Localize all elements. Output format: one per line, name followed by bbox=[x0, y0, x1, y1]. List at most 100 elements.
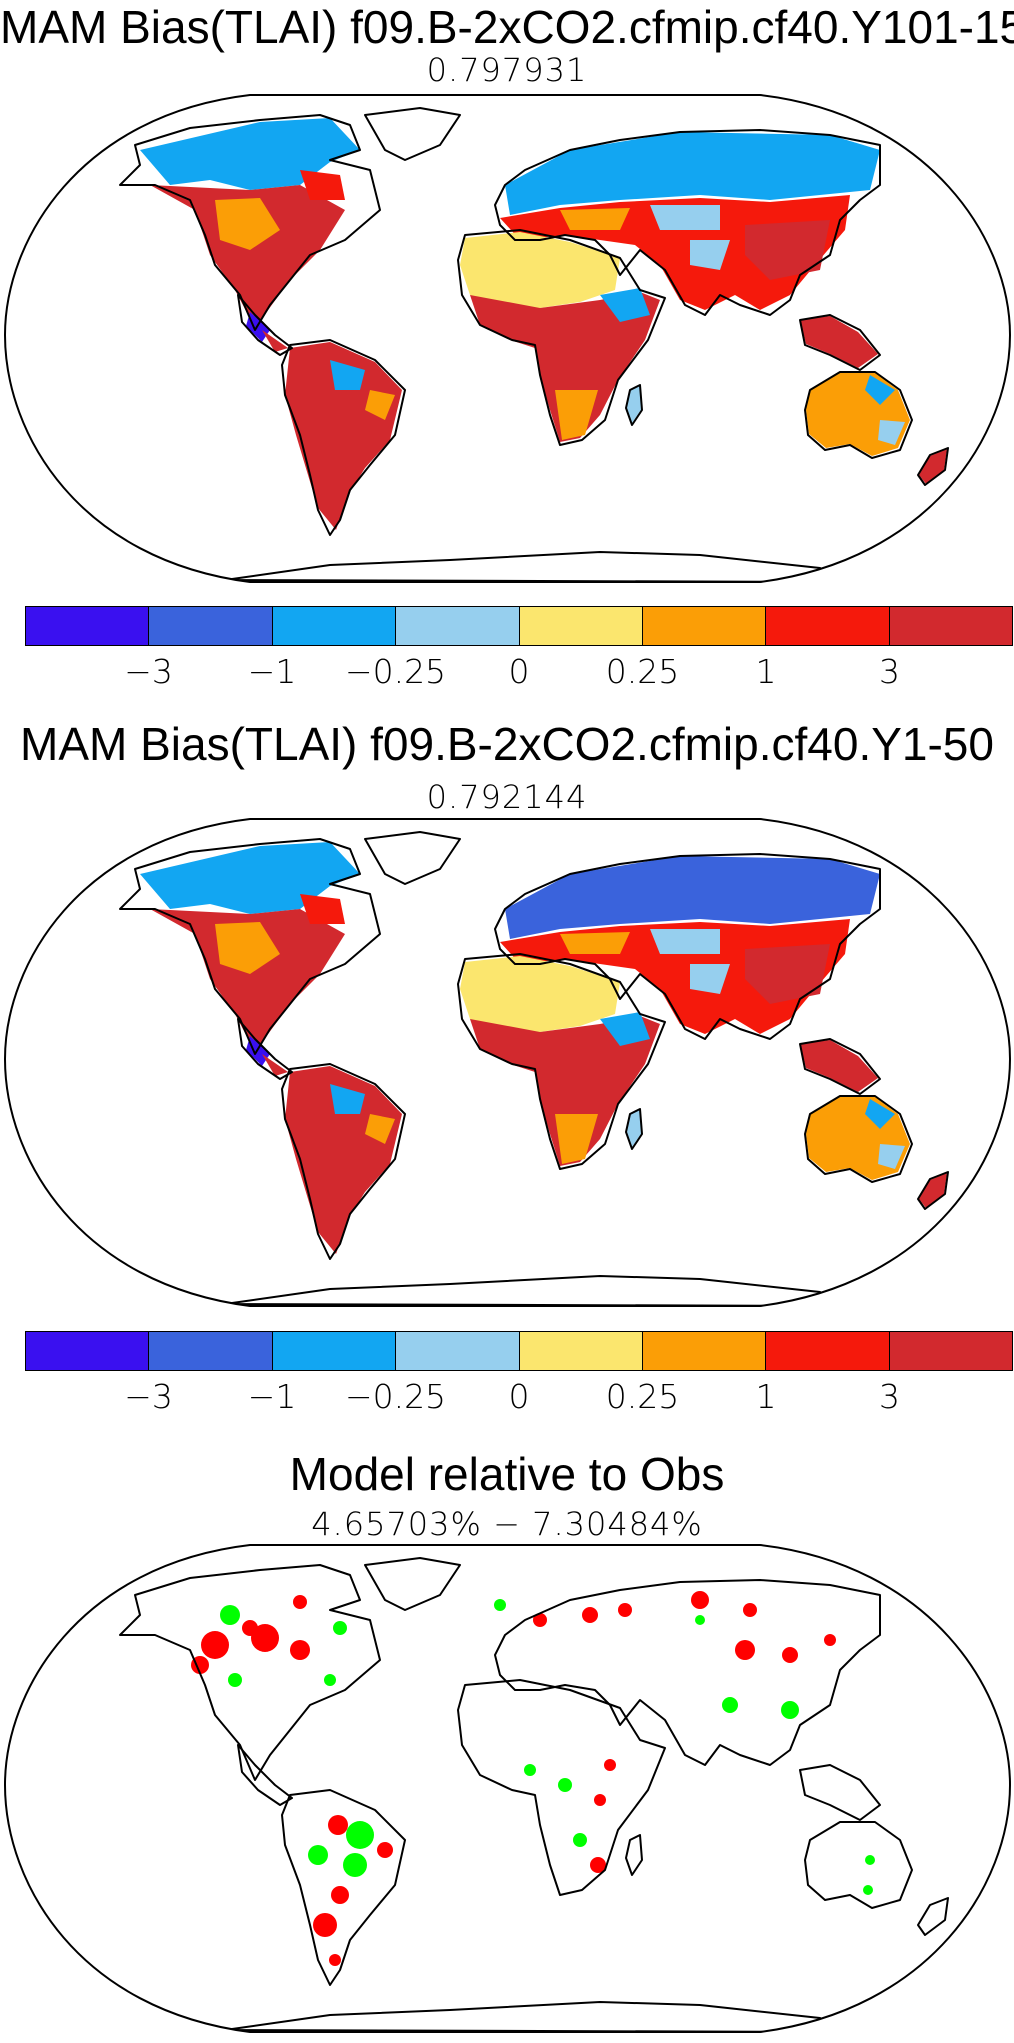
coastline-seAsiaIslands bbox=[799, 1038, 881, 1095]
relative-spot-better bbox=[722, 1697, 738, 1713]
relative-spot-worse bbox=[533, 1613, 547, 1627]
coastline-greenland bbox=[364, 107, 461, 161]
colorbar-tick-label: 3 bbox=[879, 1377, 900, 1416]
panel1-title: MAM Bias(TLAI) f09.B-2xCO2.cfmip.cf40.Y1… bbox=[0, 1, 1014, 53]
coastline-southAmerica bbox=[281, 1789, 406, 1986]
coastline-madagascar bbox=[625, 1108, 643, 1150]
colorbar-swatch bbox=[642, 1332, 767, 1370]
bias-patch-eurasia bbox=[745, 944, 830, 1004]
panel2-title: MAM Bias(TLAI) f09.B-2xCO2.cfmip.cf40.Y1… bbox=[20, 718, 994, 770]
bias-patch-africa bbox=[470, 292, 660, 442]
relative-spot-better bbox=[558, 1778, 572, 1792]
bias-patch-africa bbox=[555, 390, 598, 440]
bias-patch-eurasia bbox=[745, 220, 830, 280]
panel3-map-group bbox=[3, 1544, 1012, 2033]
panel2-colorbar bbox=[25, 1331, 1013, 1371]
panel2-subtitle: 0.792144 bbox=[426, 778, 588, 816]
bias-patch-southAmerica bbox=[285, 342, 402, 530]
panel2-map-group bbox=[3, 818, 1012, 1307]
colorbar-tick-label: 0.25 bbox=[605, 1377, 680, 1416]
bias-patch-southAmerica bbox=[365, 1114, 395, 1144]
colorbar-tick-label: 1 bbox=[755, 1377, 777, 1416]
globe-contents bbox=[119, 831, 949, 1306]
coastline-australia bbox=[804, 1095, 913, 1183]
relative-spot-better bbox=[573, 1833, 587, 1847]
colorbar-tick-label: 0 bbox=[508, 1377, 530, 1416]
colorbar-swatch bbox=[519, 1332, 643, 1370]
colorbar-tick-label: −0.25 bbox=[344, 1377, 447, 1416]
relative-spot-better bbox=[695, 1615, 705, 1625]
coastline-australia bbox=[804, 1821, 913, 1909]
bias-patch-eurasia bbox=[690, 964, 730, 994]
bias-patch-australia bbox=[878, 420, 905, 445]
relative-spot-better bbox=[333, 1621, 347, 1635]
panel3-map bbox=[3, 1544, 1012, 2033]
coastline-newZealand bbox=[917, 1171, 949, 1210]
relative-spot-worse bbox=[313, 1913, 337, 1937]
relative-spot-better bbox=[494, 1599, 506, 1611]
relative-spot-worse bbox=[618, 1603, 632, 1617]
bias-patch-seAsiaIslands bbox=[800, 1040, 878, 1092]
coastline-newZealand bbox=[917, 447, 949, 486]
colorbar-tick-label: −1 bbox=[247, 1377, 297, 1416]
bias-patch-southAmerica bbox=[365, 390, 395, 420]
colorbar-swatch bbox=[766, 607, 890, 645]
relative-spot-worse bbox=[594, 1794, 606, 1806]
coastline-africa bbox=[457, 229, 666, 446]
coastline-greenland bbox=[364, 1557, 461, 1611]
colorbar-swatch bbox=[272, 607, 397, 645]
colorbar-swatch bbox=[642, 607, 767, 645]
bias-patch-australia bbox=[865, 375, 895, 405]
bias-patch-newZealand bbox=[919, 449, 947, 484]
coastline-southAmerica bbox=[281, 339, 406, 536]
coastline-southAmerica bbox=[281, 1063, 406, 1260]
coastline-greenland bbox=[364, 831, 461, 885]
relative-spot-worse bbox=[329, 1954, 341, 1966]
panel1-colorbar-labels: −3 −1 −0.25 0 0.25 1 3 bbox=[25, 652, 1013, 692]
bias-patch-northAmerica bbox=[300, 170, 345, 200]
bias-patch-madagascar bbox=[627, 386, 641, 423]
coastline-northAmerica bbox=[119, 114, 381, 331]
relative-spot-better bbox=[781, 1701, 799, 1719]
panel2-map bbox=[3, 818, 1012, 1307]
colorbar-tick-label: 3 bbox=[879, 652, 900, 691]
colorbar-swatch bbox=[26, 1332, 150, 1370]
relative-spot-worse bbox=[590, 1857, 606, 1873]
colorbar-tick-label: −0.25 bbox=[344, 652, 447, 691]
panel3-title: Model relative to Obs bbox=[289, 1448, 725, 1500]
coastline-eurasia bbox=[494, 1579, 881, 1766]
coastline-madagascar bbox=[625, 384, 643, 426]
coastline-australia bbox=[804, 371, 913, 459]
bias-patch-africa bbox=[460, 232, 620, 310]
coastline-eurasia bbox=[494, 129, 881, 316]
bias-patch-centralAmerica bbox=[246, 1036, 270, 1066]
bias-patch-newZealand bbox=[919, 1173, 947, 1208]
bias-patch-northAmerica bbox=[215, 922, 280, 974]
colorbar-swatch bbox=[149, 1332, 273, 1370]
colorbar-swatch bbox=[396, 607, 520, 645]
bias-patch-southAmerica bbox=[330, 360, 365, 390]
globe-outline bbox=[3, 94, 1012, 583]
bias-patch-centralAmerica bbox=[262, 1054, 288, 1076]
coastline-centralAmerica bbox=[237, 294, 293, 356]
panel1-subtitle: 0.797931 bbox=[426, 51, 588, 89]
coastline-africa bbox=[457, 953, 666, 1170]
bias-patch-eurasia bbox=[560, 208, 630, 230]
globe-outline bbox=[3, 818, 1012, 1307]
relative-spot-worse bbox=[604, 1759, 616, 1771]
colorbar-tick-label: 0.25 bbox=[605, 652, 680, 691]
bias-patch-southAmerica bbox=[330, 1084, 365, 1114]
bias-patch-centralAmerica bbox=[246, 312, 270, 342]
coastline-africa bbox=[457, 1679, 666, 1896]
colorbar-tick-label: −3 bbox=[124, 1377, 173, 1416]
bias-patch-africa bbox=[555, 1114, 598, 1164]
panel1-map bbox=[3, 94, 1012, 583]
relative-spot-worse bbox=[735, 1640, 755, 1660]
relative-spot-better bbox=[220, 1605, 240, 1625]
bias-patch-eurasia bbox=[650, 929, 720, 954]
coastline-eurasia bbox=[494, 853, 881, 1040]
panel1-colorbar bbox=[25, 606, 1013, 646]
relative-spot-worse bbox=[377, 1842, 393, 1858]
coastline-centralAmerica bbox=[237, 1018, 293, 1080]
relative-spot-worse bbox=[824, 1634, 836, 1646]
